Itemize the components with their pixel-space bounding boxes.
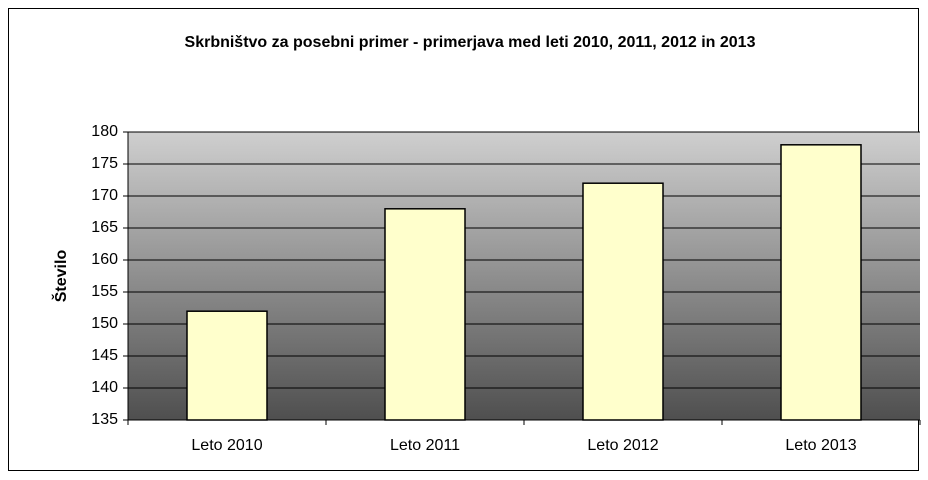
bar (186, 310, 268, 421)
x-tick-label: Leto 2011 (390, 437, 460, 454)
y-tick-label: 140 (91, 379, 118, 396)
chart-title: Skrbništvo za posebni primer - primerjav… (184, 34, 756, 51)
y-tick-label: 160 (91, 251, 118, 268)
y-tick-label: 135 (91, 411, 118, 428)
bar (384, 208, 466, 421)
bar (582, 182, 664, 421)
y-tick-label: 180 (91, 123, 118, 140)
x-tick-label: Leto 2012 (587, 437, 658, 454)
y-axis-label: Število (51, 250, 70, 303)
x-tick-label: Leto 2010 (191, 437, 262, 454)
x-tick-label: Leto 2013 (785, 437, 856, 454)
y-tick-label: 145 (91, 347, 118, 364)
y-tick-label: 155 (91, 283, 118, 300)
bar (780, 144, 862, 421)
y-tick-label: 150 (91, 315, 118, 332)
y-tick-label: 165 (91, 219, 118, 236)
y-tick-label: 170 (91, 187, 118, 204)
y-tick-label: 175 (91, 155, 118, 172)
